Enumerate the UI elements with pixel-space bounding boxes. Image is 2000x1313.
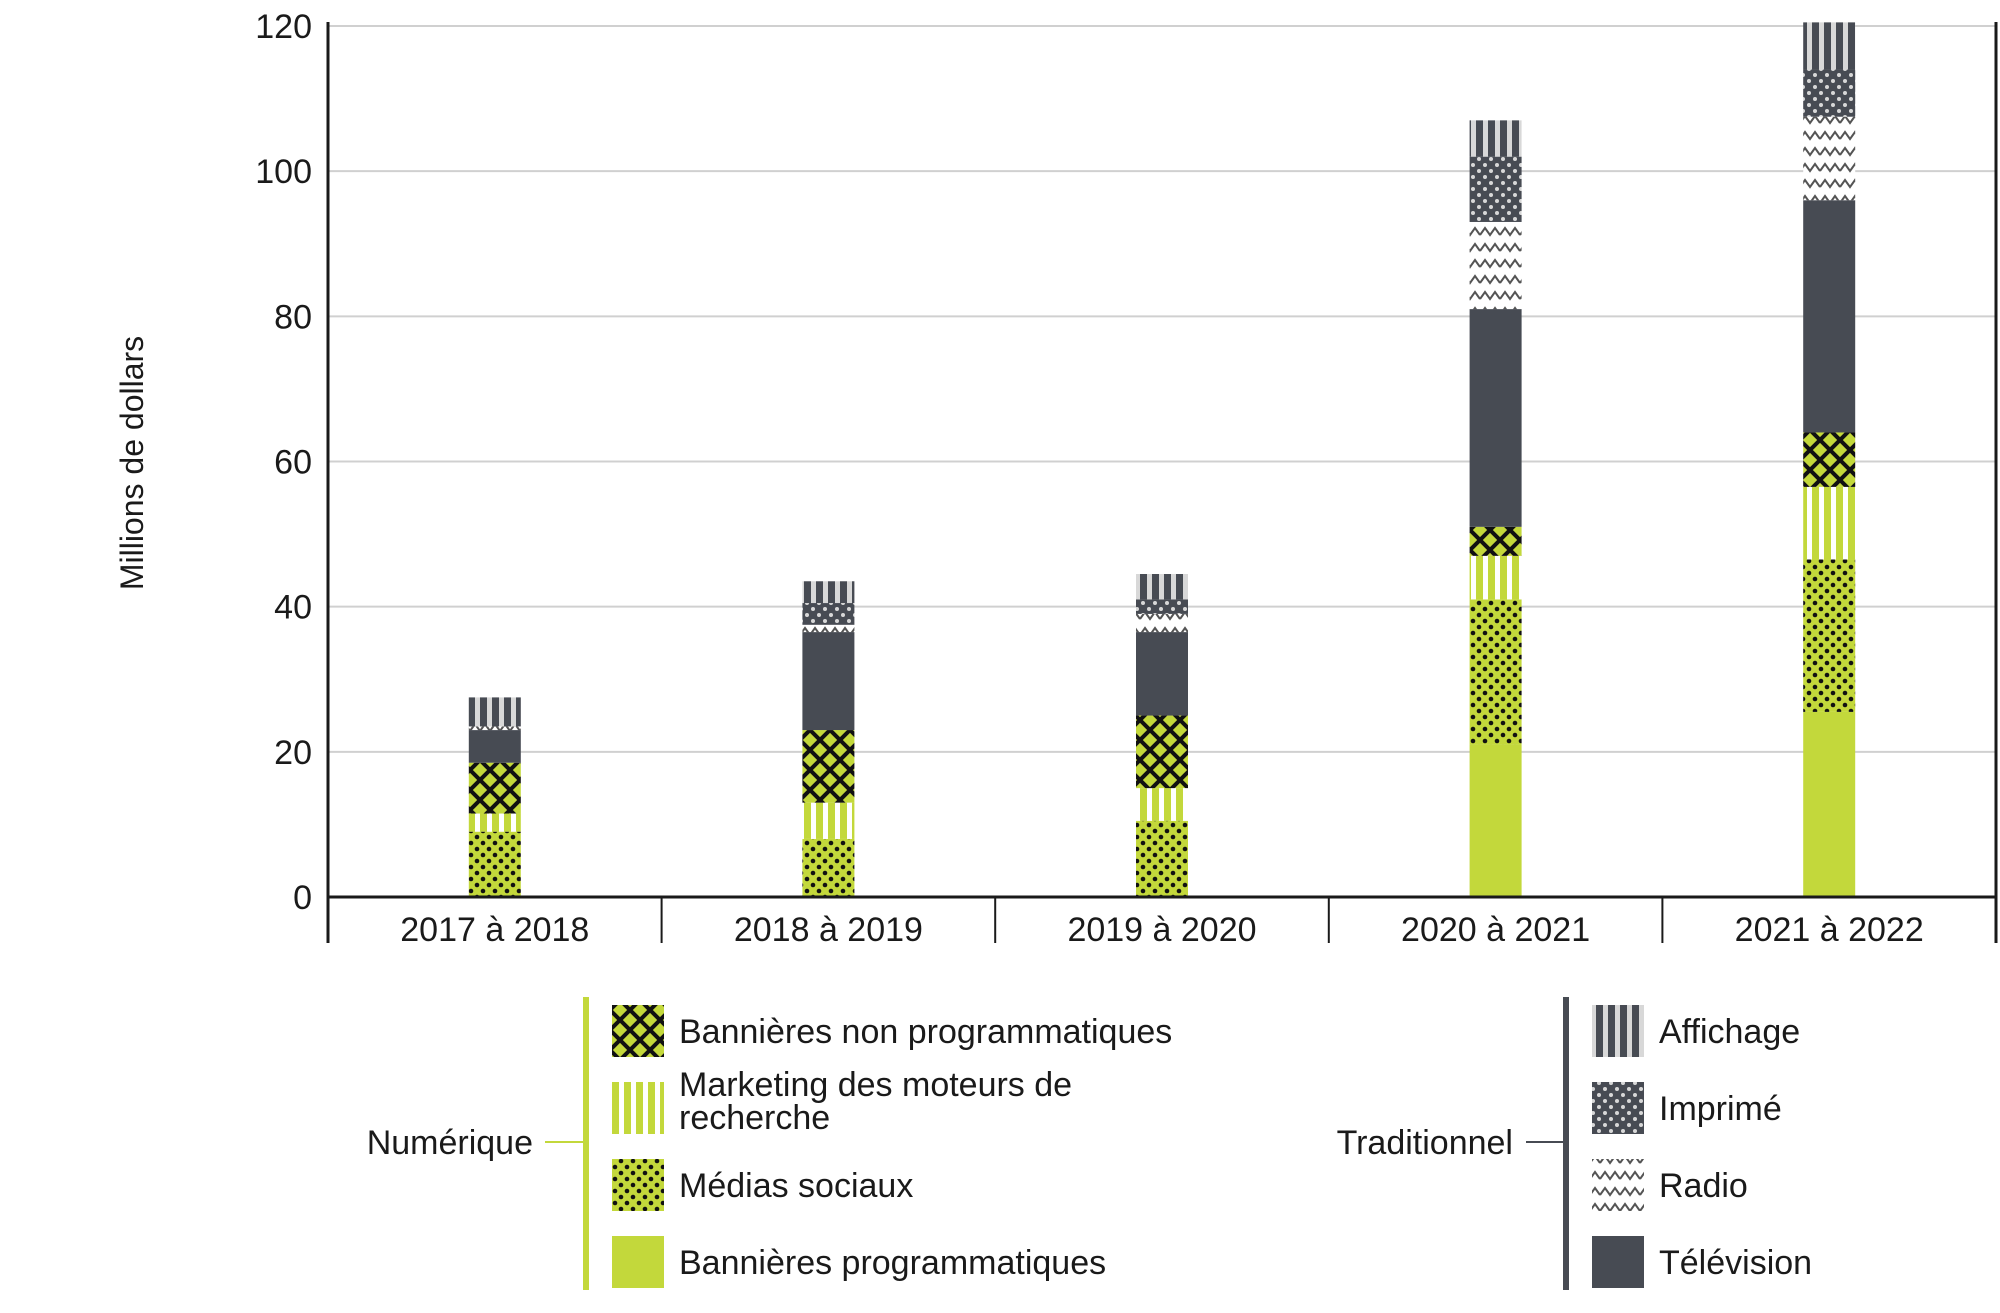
legend-label: Marketing des moteurs de <box>679 1066 1072 1104</box>
x-category-label: 2017 à 2018 <box>400 911 589 949</box>
bar-segment-radio <box>1136 613 1188 633</box>
bar-segment-affichage <box>1136 574 1188 600</box>
bar-segment-affichage <box>802 581 855 604</box>
bar-segment-bannieres-programmatiques <box>1469 744 1522 897</box>
bar-segment-imprime <box>1803 69 1856 117</box>
bar-segment-bannieres-non-programmatiques <box>1136 715 1188 789</box>
bar-segment-radio <box>802 624 855 633</box>
bar-segment-marketing-des-moteurs-de-recherche <box>802 802 855 839</box>
legend-swatch-solid-green <box>612 1236 664 1288</box>
y-axis-title: Millions de dollars <box>114 336 150 590</box>
bar-segment-affichage <box>1803 22 1856 70</box>
legend-swatch-greystripes <box>1592 1005 1644 1057</box>
axes <box>326 22 1998 943</box>
legend-swatch-zigzag <box>1592 1159 1644 1211</box>
bar-segment-television <box>1136 632 1188 716</box>
bar-segment-television <box>802 632 855 731</box>
bar-segment-television <box>1803 200 1856 433</box>
bar-segment-television <box>468 730 521 763</box>
x-category-labels: 2017 à 2018 2018 à 2019 2019 à 2020 2020 à … <box>400 911 1923 949</box>
legend-label: Médias sociaux <box>679 1167 913 1205</box>
y-tick-label: 0 <box>293 879 312 917</box>
y-tick-label: 20 <box>274 734 312 772</box>
bar-segment-imprime <box>1136 599 1188 614</box>
bar-segment-radio <box>468 726 521 731</box>
bar-segment-radio <box>1469 221 1522 310</box>
bar-segment-affichage <box>1469 120 1522 157</box>
bar-segment-marketing-des-moteurs-de-recherche <box>1803 486 1856 560</box>
bar-segment-medias-sociaux <box>468 831 521 897</box>
bar-segment-bannieres-programmatiques <box>1803 711 1856 897</box>
legend-group-label: Traditionnel <box>1337 1124 1513 1162</box>
legend-group-traditionnel: Traditionnel Affichage Imprimé Radio Télévis… <box>1337 997 1812 1290</box>
legend-swatch-dots <box>612 1159 664 1211</box>
legend-swatch-vstripes <box>612 1082 664 1134</box>
x-category-label: 2021 à 2022 <box>1735 911 1924 949</box>
legend-label: Bannières programmatiques <box>679 1244 1106 1282</box>
y-tick-label: 60 <box>274 444 312 482</box>
y-tick-labels: 0 20 40 60 80 100 120 <box>255 8 312 917</box>
legend-swatch-crosshatch <box>612 1005 664 1057</box>
y-tick-label: 80 <box>274 298 312 336</box>
bar-segment-imprime <box>1469 156 1522 222</box>
y-tick-label: 120 <box>255 8 312 46</box>
bar-segment-bannieres-non-programmatiques <box>1803 432 1856 487</box>
legend-label: Affichage <box>1659 1013 1800 1051</box>
bar-segment-marketing-des-moteurs-de-recherche <box>468 813 521 832</box>
bar-segment-bannieres-non-programmatiques <box>802 730 855 803</box>
bars <box>468 22 1856 897</box>
x-category-label: 2020 à 2021 <box>1401 911 1590 949</box>
bar-segment-medias-sociaux <box>1136 820 1188 897</box>
y-tick-label: 100 <box>255 153 312 191</box>
y-tick-label: 40 <box>274 589 312 627</box>
bar-segment-imprime <box>802 603 855 625</box>
bar-segment-television <box>1469 309 1522 527</box>
legend-label: Imprimé <box>1659 1090 1782 1128</box>
bar-segment-affichage <box>468 697 521 727</box>
gridlines <box>328 25 1996 753</box>
bar-segment-medias-sociaux <box>1803 559 1856 712</box>
bar-segment-radio <box>1803 116 1856 201</box>
bar-segment-marketing-des-moteurs-de-recherche <box>1469 555 1522 600</box>
legend-swatch-solid-dark <box>1592 1236 1644 1288</box>
bar-segment-medias-sociaux <box>1469 599 1522 745</box>
bar-segment-medias-sociaux <box>802 838 855 897</box>
bar-segment-bannieres-non-programmatiques <box>468 762 521 814</box>
bar-segment-bannieres-non-programmatiques <box>1469 526 1522 556</box>
legend-label: Bannières non programmatiques <box>679 1013 1172 1051</box>
bar-segment-marketing-des-moteurs-de-recherche <box>1136 788 1188 821</box>
legend-swatch-darkdots <box>1592 1082 1644 1134</box>
legend-group-numerique: Numérique Bannières non programmatiques Ma… <box>367 997 1172 1290</box>
legend-label: Télévision <box>1659 1244 1812 1282</box>
x-category-label: 2019 à 2020 <box>1067 911 1256 949</box>
legend-label: recherche <box>679 1099 830 1137</box>
x-category-label: 2018 à 2019 <box>734 911 923 949</box>
legend-group-label: Numérique <box>367 1124 533 1162</box>
legend-label: Radio <box>1659 1167 1748 1205</box>
